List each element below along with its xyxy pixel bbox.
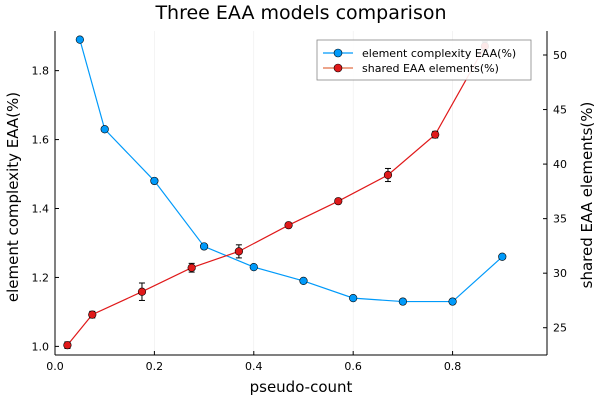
x-axis-label: pseudo-count bbox=[250, 378, 353, 396]
axes bbox=[54, 31, 548, 356]
series-1-point-0 bbox=[75, 35, 84, 44]
chart-title: Three EAA models comparison bbox=[154, 2, 446, 24]
legend-marker-series-1 bbox=[333, 48, 343, 58]
y-right-tick-label-3: 40 bbox=[553, 158, 567, 171]
series-1-point-2 bbox=[150, 176, 159, 186]
y-left-tick-label-2: 1.4 bbox=[32, 203, 50, 216]
y-right-tick-label-1: 30 bbox=[553, 267, 567, 280]
series-1-point-4 bbox=[249, 263, 258, 272]
x-tick-label-1: 0.2 bbox=[146, 360, 164, 373]
series-2-point-7 bbox=[383, 170, 393, 180]
series-1-point-9 bbox=[498, 252, 507, 261]
series-2-point-5 bbox=[284, 221, 293, 230]
ticks: 0.0 0.2 0.4 0.6 0.8 1.0 1.2 1.4 1.6 1.8 25 30 35 40 45… bbox=[32, 49, 568, 373]
legend-label-series-1: element complexity EAA(%) bbox=[362, 47, 516, 60]
series-2-point-6 bbox=[334, 197, 343, 206]
series-1-point-3 bbox=[199, 242, 209, 251]
legend-label-series-2: shared EAA elements(%) bbox=[362, 62, 499, 75]
series-1-point-7 bbox=[398, 297, 407, 306]
legend-marker-series-2 bbox=[333, 63, 343, 73]
series-2-point-8 bbox=[431, 130, 440, 139]
y-axis-label-left: element complexity EAA(%) bbox=[4, 92, 22, 302]
series-2-point-2 bbox=[137, 287, 147, 296]
y-right-tick-label-2: 35 bbox=[553, 213, 567, 226]
y-axis-label-right: shared EAA elements(%) bbox=[578, 102, 596, 289]
series-1-point-1 bbox=[100, 125, 109, 134]
y-right-tick-label-5: 50 bbox=[553, 49, 567, 62]
y-right-tick-label-0: 25 bbox=[553, 322, 567, 335]
x-tick-label-0: 0.0 bbox=[46, 360, 64, 373]
series-2-line bbox=[66, 45, 486, 346]
series-2-point-1 bbox=[88, 310, 97, 319]
series-2-point-3 bbox=[187, 263, 196, 272]
x-tick-label-2: 0.4 bbox=[245, 360, 263, 373]
y-left-tick-label-0: 1.0 bbox=[32, 340, 50, 353]
y-left-tick-label-1: 1.2 bbox=[32, 271, 50, 284]
y-left-tick-label-3: 1.6 bbox=[32, 134, 50, 147]
series-2-point-4 bbox=[234, 247, 243, 256]
series-1-point-5 bbox=[299, 276, 308, 285]
x-tick-label-4: 0.8 bbox=[444, 360, 462, 373]
legend: element complexity EAA(%) shared EAA ele… bbox=[316, 39, 532, 81]
series-1-point-8 bbox=[448, 297, 457, 306]
series-1-line bbox=[79, 39, 503, 303]
series-2-point-0 bbox=[63, 341, 72, 350]
y-right-tick-label-4: 45 bbox=[553, 104, 567, 117]
y-left-tick-label-4: 1.8 bbox=[32, 65, 50, 78]
x-tick-label-3: 0.6 bbox=[344, 360, 362, 373]
series-1-point-6 bbox=[349, 294, 358, 303]
legend-box bbox=[316, 39, 532, 81]
plot-area bbox=[63, 35, 507, 350]
